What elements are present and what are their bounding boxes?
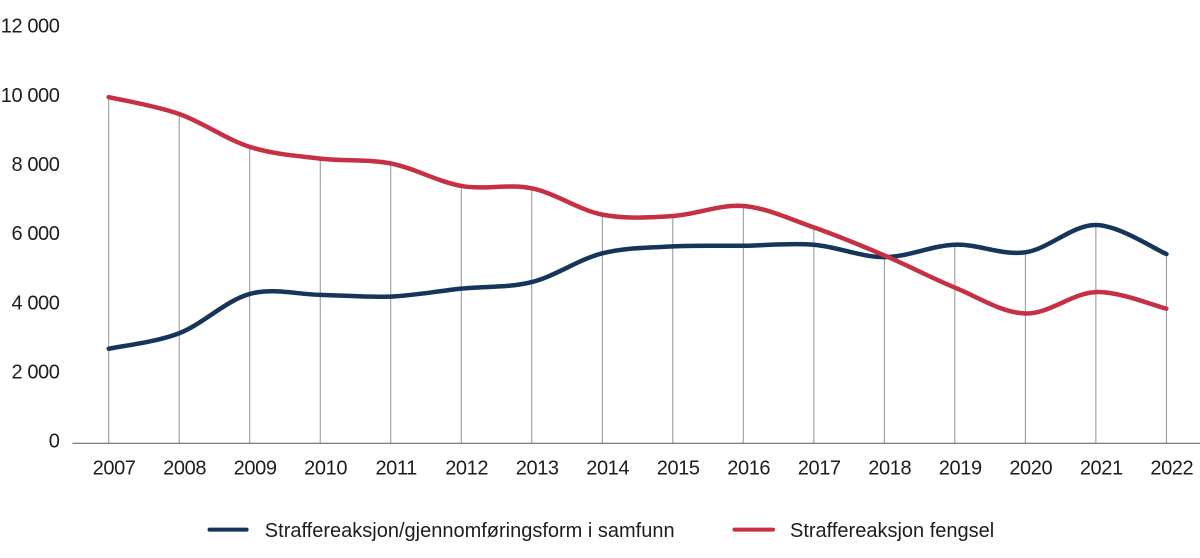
svg-text:Straffereaksjon fengsel: Straffereaksjon fengsel [790, 520, 994, 542]
svg-text:2009: 2009 [234, 458, 277, 480]
svg-text:12 000: 12 000 [1, 16, 60, 38]
svg-text:10 000: 10 000 [1, 85, 60, 107]
svg-text:2022: 2022 [1150, 458, 1193, 480]
svg-text:Straffereaksjon/gjennomførings: Straffereaksjon/gjennomføringsform i sam… [265, 520, 675, 542]
svg-text:2019: 2019 [939, 458, 982, 480]
svg-text:2018: 2018 [868, 458, 911, 480]
svg-text:2013: 2013 [516, 458, 559, 480]
svg-text:2011: 2011 [375, 458, 417, 480]
svg-text:2008: 2008 [163, 458, 206, 480]
svg-text:2012: 2012 [445, 458, 488, 480]
svg-text:6 000: 6 000 [11, 223, 59, 245]
svg-text:2015: 2015 [657, 458, 700, 480]
svg-text:2 000: 2 000 [11, 361, 59, 383]
svg-text:2016: 2016 [727, 458, 770, 480]
svg-text:4 000: 4 000 [11, 292, 59, 314]
svg-text:0: 0 [49, 431, 60, 453]
svg-text:8 000: 8 000 [11, 154, 59, 176]
svg-text:2010: 2010 [304, 458, 347, 480]
svg-text:2020: 2020 [1009, 458, 1052, 480]
svg-text:2014: 2014 [586, 458, 629, 480]
svg-text:2007: 2007 [93, 458, 136, 480]
svg-text:2021: 2021 [1080, 458, 1123, 480]
svg-text:2017: 2017 [798, 458, 841, 480]
